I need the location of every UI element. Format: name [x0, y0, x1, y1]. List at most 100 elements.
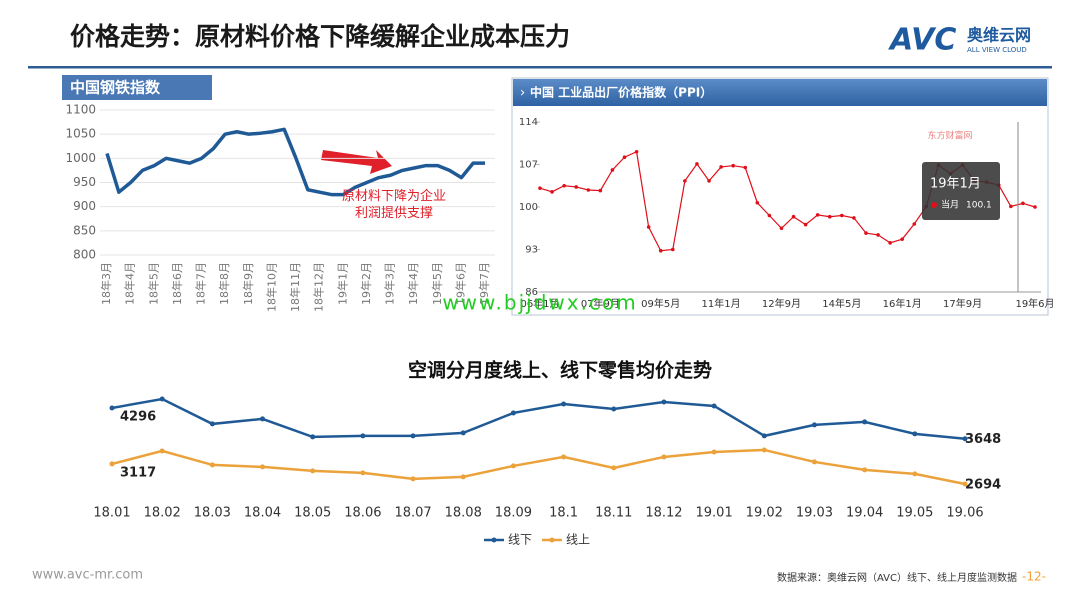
value-label: 4296 — [120, 409, 156, 424]
tooltip-label: 当月 — [941, 199, 959, 211]
x-tick-label: 18年12月 — [312, 262, 326, 312]
x-tick-label: 18.12 — [645, 506, 682, 521]
ppi-title: 中国 工业品出厂价格指数（PPI） — [530, 85, 712, 100]
ppi-point — [658, 248, 663, 253]
y-tick-label: 107 — [519, 160, 538, 171]
x-tick-label: 19年6月 — [1015, 297, 1054, 310]
ppi-point — [876, 233, 880, 237]
point — [711, 449, 717, 455]
point — [410, 433, 416, 439]
ppi-point — [610, 168, 615, 172]
x-tick-label: 18.08 — [445, 506, 482, 521]
ppi-point — [815, 213, 820, 217]
point — [109, 405, 115, 411]
ppi-point — [707, 179, 711, 183]
y-tick-label: 850 — [73, 223, 96, 237]
x-tick-label: 18年10月 — [264, 262, 278, 312]
ppi-header — [513, 79, 1047, 106]
annotation: 原材料下降为企业利润提供支撑 — [341, 189, 446, 221]
point — [360, 433, 366, 439]
point — [159, 448, 165, 454]
x-tick-label: 19年4月 — [406, 262, 420, 305]
x-tick-label: 19年6月 — [453, 262, 467, 305]
x-tick-label: 19.06 — [946, 506, 983, 521]
x-tick-label: 19年5月 — [430, 262, 444, 305]
point — [209, 462, 215, 468]
point — [561, 401, 567, 407]
logo-cn: 奥维云网 — [967, 26, 1031, 45]
point — [611, 406, 617, 412]
x-tick-label: 07年9月 — [581, 297, 620, 310]
ppi-panel — [511, 77, 1049, 316]
point — [811, 422, 817, 428]
point — [962, 481, 968, 487]
x-tick-label: 18.09 — [495, 506, 532, 521]
x-tick-label: 18年7月 — [194, 262, 208, 305]
ppi-point — [731, 163, 735, 168]
point — [811, 459, 817, 465]
point — [962, 436, 968, 442]
ppi-point — [683, 179, 687, 183]
y-tick-label: 100 — [519, 202, 538, 213]
x-tick-label: 19.01 — [696, 506, 733, 521]
x-tick-label: 19年1月 — [335, 262, 349, 305]
tooltip-dot — [931, 202, 937, 208]
ppi-point — [1021, 201, 1025, 206]
source-logo: 东方财富网 — [927, 130, 972, 142]
steel-title-box — [62, 75, 212, 100]
page-number: -12- — [1022, 570, 1046, 584]
ppi-point — [598, 188, 603, 193]
point — [711, 403, 717, 409]
y-tick-label: 950 — [73, 175, 96, 189]
ppi-point — [791, 214, 796, 219]
point — [862, 467, 868, 473]
x-tick-label: 19.02 — [746, 506, 783, 521]
ppi-point — [634, 149, 639, 154]
x-tick-label: 16年1月 — [883, 297, 922, 310]
series-line — [111, 448, 966, 486]
x-tick-label: 18.01 — [93, 506, 130, 521]
point — [460, 430, 466, 436]
x-tick-label: 18年6月 — [170, 262, 184, 305]
x-tick-label: 18年11月 — [288, 262, 302, 312]
x-tick-label: 17年9月 — [943, 297, 982, 310]
point — [761, 447, 767, 453]
ppi-point — [719, 165, 723, 169]
series-line — [111, 397, 966, 440]
footer-site: www.avc-mr.com — [32, 568, 143, 583]
point — [410, 476, 416, 482]
point — [510, 463, 516, 469]
value-label: 2694 — [965, 478, 1001, 493]
logo: AVC — [888, 23, 956, 58]
x-tick-label: 18.02 — [144, 506, 181, 521]
steel-title: 中国钢铁指数 — [70, 79, 161, 97]
ppi-point — [743, 165, 748, 170]
x-tick-label: 18.04 — [244, 506, 281, 521]
ppi-point — [646, 225, 651, 229]
point — [912, 471, 918, 477]
x-tick-label: 18年3月 — [99, 262, 113, 305]
y-tick-label: 114 — [519, 117, 538, 128]
x-tick-label: 11年1月 — [702, 297, 741, 310]
point — [510, 410, 516, 416]
x-tick-label: 14年5月 — [822, 297, 861, 310]
x-tick-label: 18.1 — [549, 506, 578, 521]
point — [310, 468, 316, 474]
ac-title: 空调分月度线上、线下零售均价走势 — [408, 359, 712, 382]
x-tick-label: 18年9月 — [241, 262, 255, 305]
ppi-point — [755, 200, 760, 205]
point — [561, 454, 567, 460]
value-label: 3648 — [965, 432, 1001, 447]
y-tick-label: 1050 — [65, 127, 96, 141]
point — [310, 434, 316, 440]
ppi-point — [550, 190, 554, 194]
x-tick-label: 19.04 — [846, 506, 883, 521]
footer-source: 数据来源：奥维云网（AVC）线下、线上月度监测数据 — [777, 571, 1017, 584]
point — [360, 470, 366, 476]
point — [661, 454, 667, 460]
x-tick-label: 19年2月 — [359, 262, 373, 305]
ppi-point — [671, 247, 675, 252]
y-tick-label: 86 — [525, 287, 538, 298]
x-tick-label: 18.05 — [294, 506, 331, 521]
x-tick-label: 09年5月 — [641, 297, 680, 310]
